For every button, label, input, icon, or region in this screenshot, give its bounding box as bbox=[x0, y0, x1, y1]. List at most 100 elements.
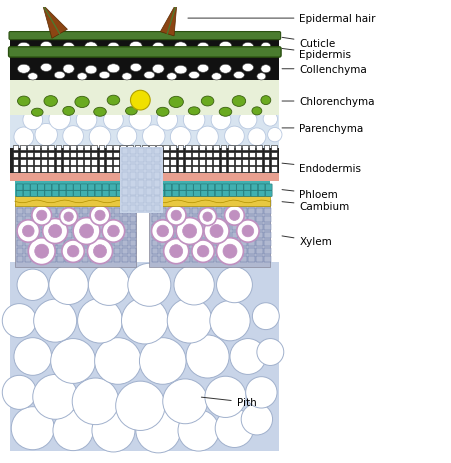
FancyBboxPatch shape bbox=[9, 32, 281, 41]
Ellipse shape bbox=[63, 43, 74, 52]
Bar bbox=[114, 257, 120, 263]
Ellipse shape bbox=[242, 43, 254, 52]
Bar bbox=[130, 225, 136, 231]
Bar bbox=[160, 208, 166, 214]
Ellipse shape bbox=[219, 42, 232, 51]
Ellipse shape bbox=[234, 49, 244, 56]
Circle shape bbox=[205, 376, 246, 418]
Bar bbox=[41, 257, 47, 263]
Bar bbox=[178, 160, 184, 165]
Bar bbox=[184, 249, 190, 255]
Bar bbox=[156, 160, 162, 165]
Bar bbox=[10, 111, 279, 149]
Bar bbox=[216, 249, 222, 255]
Bar bbox=[92, 160, 97, 165]
Bar bbox=[25, 208, 32, 214]
Circle shape bbox=[35, 244, 49, 259]
Circle shape bbox=[183, 225, 197, 238]
Circle shape bbox=[166, 206, 186, 225]
Circle shape bbox=[130, 91, 150, 111]
Bar bbox=[63, 146, 69, 151]
Bar bbox=[10, 149, 279, 173]
FancyBboxPatch shape bbox=[165, 191, 172, 197]
Bar bbox=[25, 249, 32, 255]
Bar bbox=[149, 181, 270, 198]
Bar bbox=[206, 160, 212, 165]
Bar bbox=[240, 200, 247, 206]
Bar bbox=[242, 167, 248, 172]
Bar bbox=[184, 240, 190, 247]
Bar bbox=[74, 249, 80, 255]
FancyBboxPatch shape bbox=[165, 185, 172, 191]
Bar bbox=[57, 232, 64, 238]
Ellipse shape bbox=[197, 43, 209, 52]
Circle shape bbox=[67, 246, 79, 257]
Bar bbox=[206, 153, 212, 158]
Ellipse shape bbox=[212, 74, 221, 81]
Bar bbox=[170, 146, 176, 151]
Bar bbox=[200, 200, 206, 206]
Bar bbox=[208, 216, 214, 223]
Bar bbox=[130, 216, 136, 223]
Ellipse shape bbox=[63, 65, 74, 74]
Ellipse shape bbox=[189, 107, 200, 116]
Bar bbox=[216, 216, 222, 223]
Ellipse shape bbox=[167, 50, 177, 57]
Bar bbox=[192, 232, 198, 238]
Bar bbox=[224, 240, 230, 247]
FancyBboxPatch shape bbox=[66, 185, 73, 191]
Ellipse shape bbox=[257, 50, 266, 57]
Bar bbox=[27, 153, 33, 158]
Bar bbox=[213, 167, 219, 172]
FancyBboxPatch shape bbox=[31, 185, 37, 191]
Circle shape bbox=[102, 220, 124, 243]
Bar bbox=[271, 167, 276, 172]
Bar bbox=[163, 153, 169, 158]
Circle shape bbox=[14, 128, 34, 147]
Circle shape bbox=[225, 127, 244, 146]
Bar bbox=[98, 208, 104, 214]
Bar bbox=[142, 153, 147, 158]
Ellipse shape bbox=[107, 96, 120, 106]
Bar bbox=[224, 257, 230, 263]
Bar bbox=[49, 240, 55, 247]
Bar bbox=[249, 160, 255, 165]
Bar bbox=[122, 200, 128, 206]
Circle shape bbox=[178, 410, 219, 451]
FancyBboxPatch shape bbox=[265, 191, 272, 197]
Circle shape bbox=[95, 211, 105, 221]
Ellipse shape bbox=[169, 97, 184, 108]
Bar bbox=[152, 200, 158, 206]
FancyBboxPatch shape bbox=[208, 185, 215, 191]
Bar bbox=[33, 200, 40, 206]
Bar bbox=[63, 167, 69, 172]
Bar bbox=[240, 240, 247, 247]
Bar bbox=[70, 146, 76, 151]
Bar bbox=[154, 189, 160, 195]
FancyBboxPatch shape bbox=[179, 191, 186, 197]
Bar bbox=[168, 216, 174, 223]
Ellipse shape bbox=[219, 108, 232, 117]
FancyBboxPatch shape bbox=[251, 185, 258, 191]
Bar bbox=[240, 257, 247, 263]
Bar bbox=[70, 167, 76, 172]
Bar bbox=[168, 208, 174, 214]
Ellipse shape bbox=[85, 43, 97, 52]
Bar bbox=[146, 205, 152, 212]
Circle shape bbox=[143, 125, 165, 148]
FancyBboxPatch shape bbox=[187, 185, 193, 191]
Ellipse shape bbox=[156, 108, 169, 117]
Bar bbox=[65, 249, 72, 255]
FancyBboxPatch shape bbox=[116, 185, 123, 191]
Bar bbox=[200, 232, 206, 238]
Circle shape bbox=[211, 111, 231, 131]
Bar bbox=[184, 216, 190, 223]
Bar bbox=[160, 257, 166, 263]
Circle shape bbox=[87, 239, 113, 264]
Bar bbox=[264, 225, 271, 231]
Text: Parenchyma: Parenchyma bbox=[282, 124, 364, 134]
Bar bbox=[65, 216, 72, 223]
Bar bbox=[208, 208, 214, 214]
Bar bbox=[156, 167, 162, 172]
Ellipse shape bbox=[77, 74, 87, 81]
